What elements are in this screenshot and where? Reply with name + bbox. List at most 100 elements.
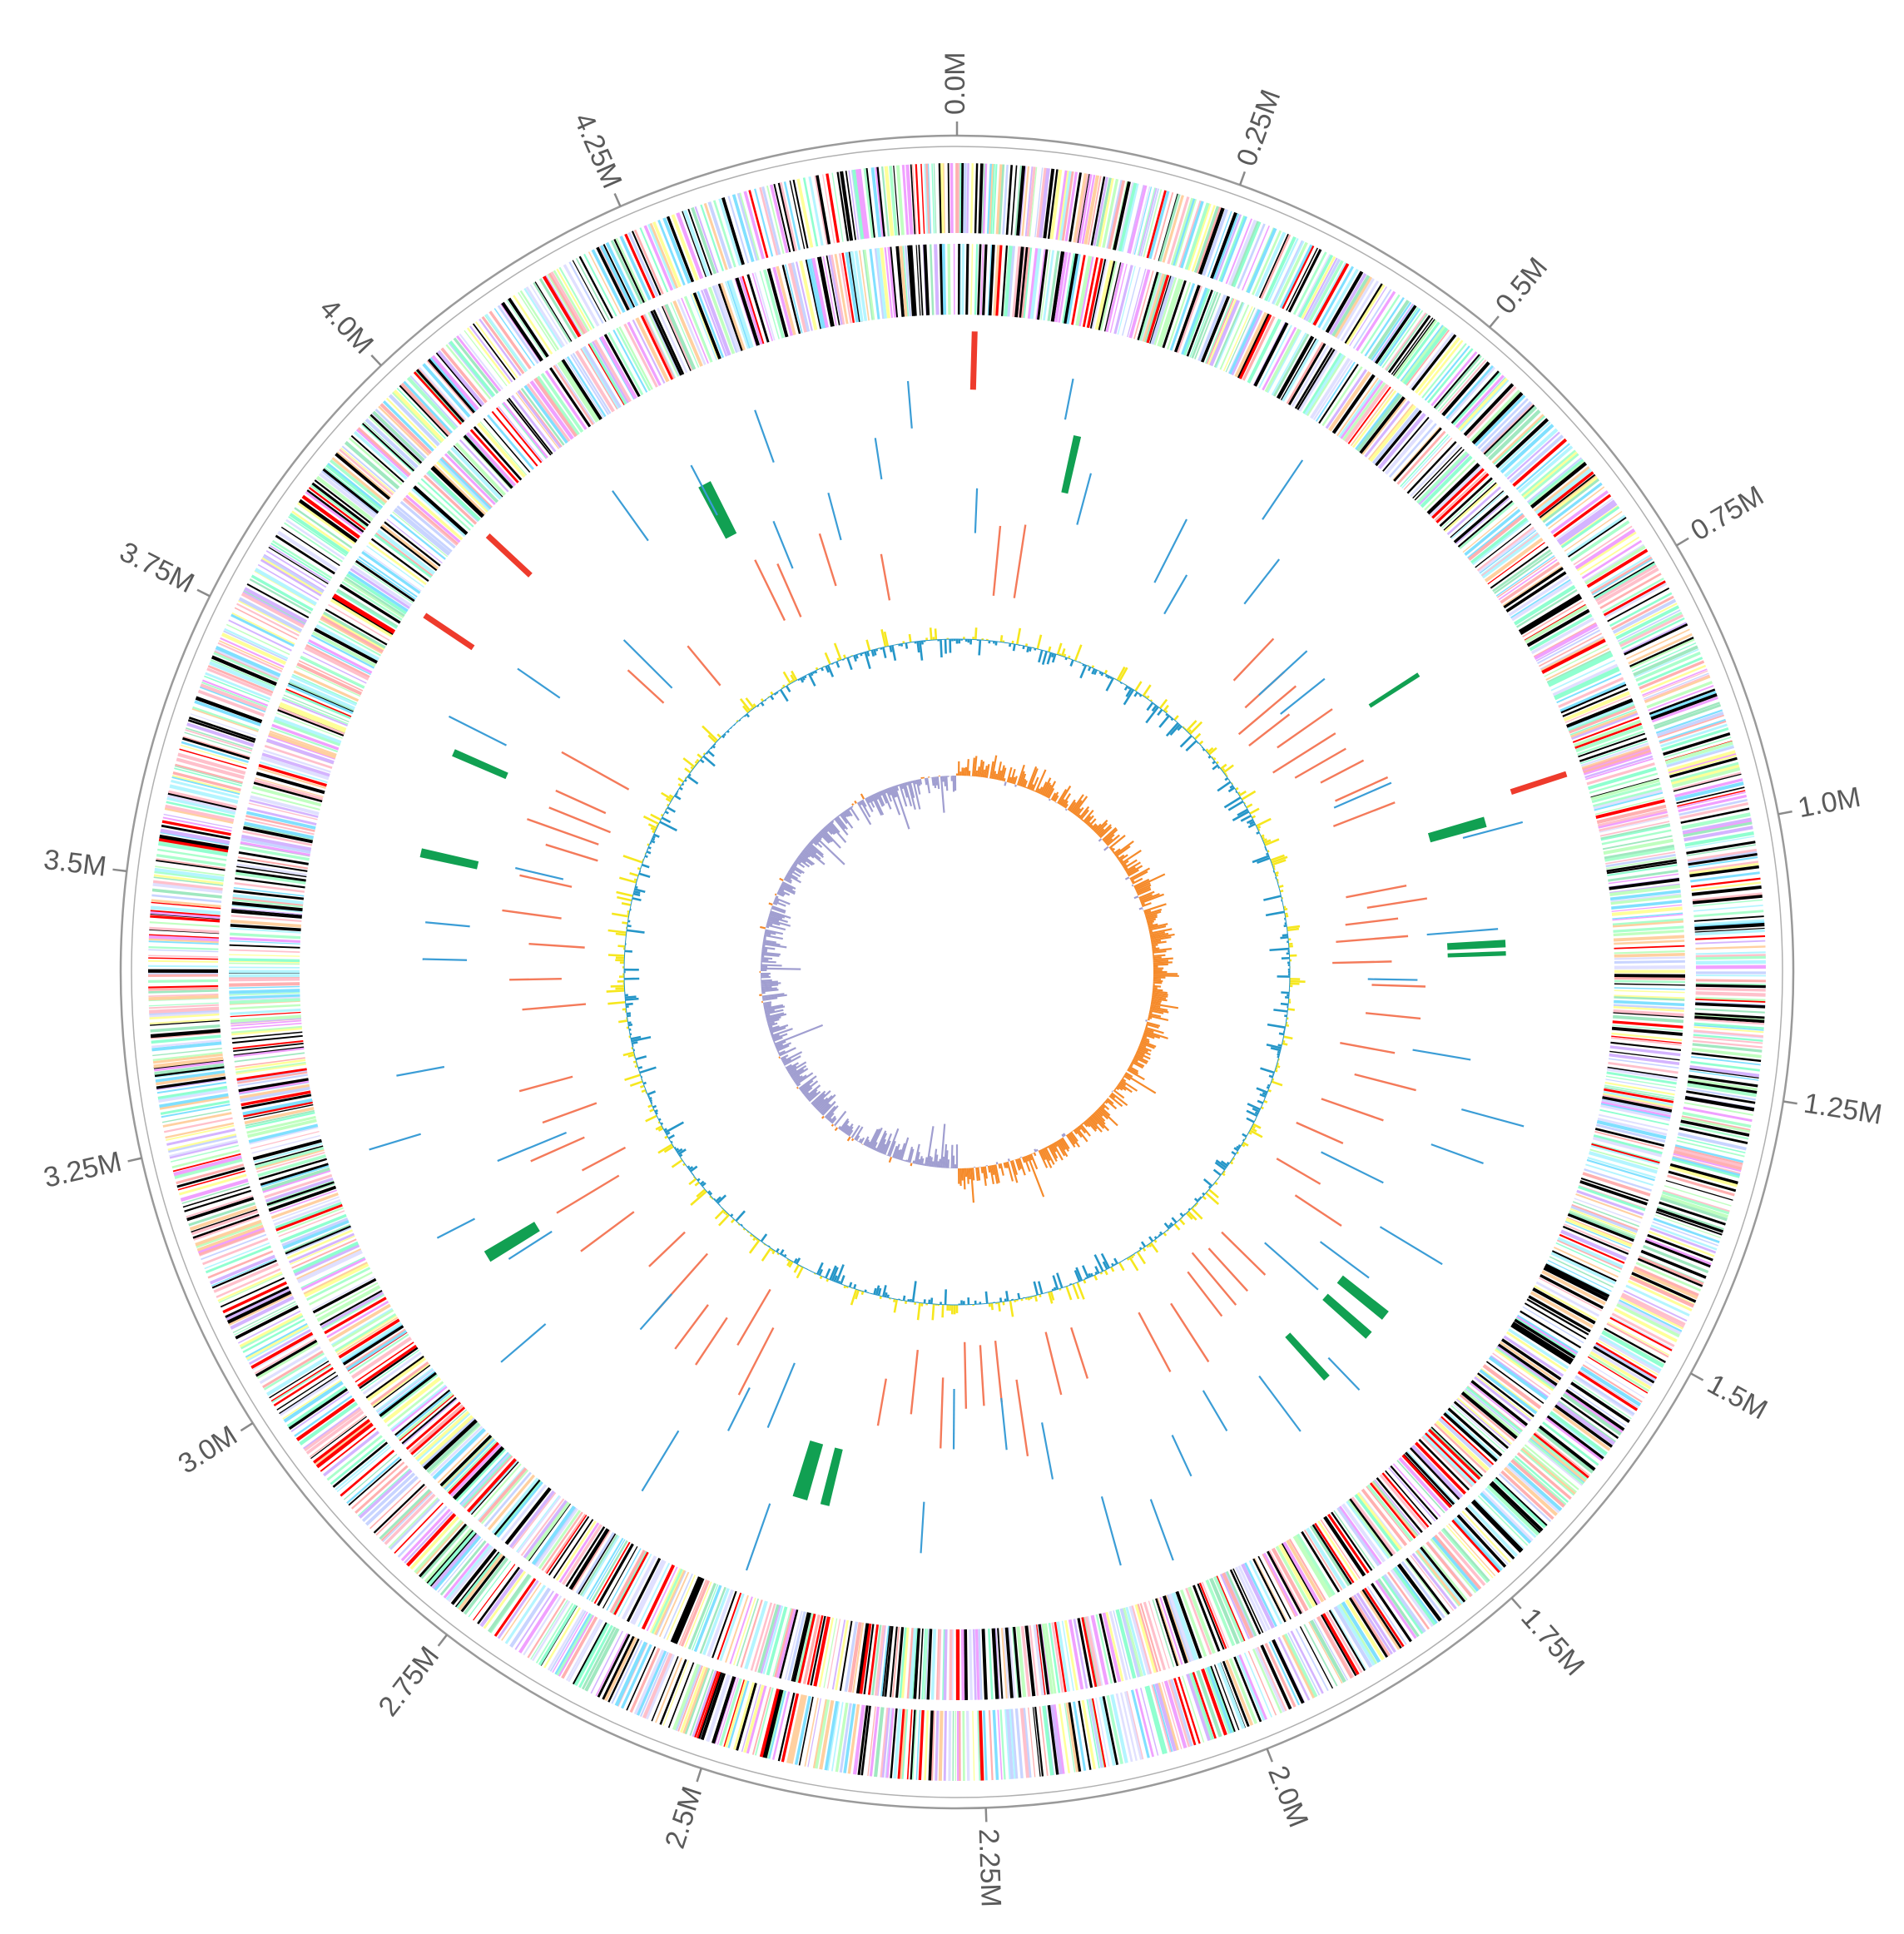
cds-feature (875, 166, 885, 237)
cds-feature (1683, 826, 1753, 842)
cds-feature (431, 465, 485, 517)
cds-feature (1458, 377, 1509, 431)
cds-feature (899, 1627, 907, 1698)
gc-skew-bar (1109, 1093, 1116, 1099)
cds-feature (911, 1709, 918, 1780)
cds-feature (1071, 255, 1086, 325)
cds-feature (1529, 613, 1593, 652)
gc-skew-bar (1092, 1113, 1109, 1132)
gc-skew-bar (991, 755, 998, 779)
ncrna-line (1367, 978, 1418, 981)
cds-feature (855, 169, 867, 240)
gc-skew-bar (902, 782, 909, 798)
cds-feature (981, 163, 986, 234)
gc-skew-bar (826, 1105, 839, 1120)
cds-feature (1465, 1387, 1521, 1435)
trna-line (1336, 935, 1409, 943)
cds-feature (1594, 562, 1656, 601)
cds-feature (1467, 513, 1524, 559)
cds-feature (313, 1419, 370, 1464)
ncrna-line (690, 464, 718, 516)
cds-feature (1321, 1613, 1360, 1675)
cds-feature (336, 1317, 399, 1356)
cds-feature (1564, 1391, 1624, 1434)
cds-feature (1229, 1569, 1262, 1635)
cds-feature (1591, 781, 1661, 804)
gc-skew-bar (1044, 1147, 1055, 1165)
cds-feature (1512, 438, 1568, 487)
cds-feature (1609, 890, 1681, 901)
gc-content-bar (853, 655, 857, 662)
cds-feature (1604, 1081, 1675, 1096)
cds-feature (612, 1550, 649, 1615)
gc-skew-bar (977, 1167, 981, 1181)
cds-feature (326, 1435, 383, 1481)
cds-feature (292, 673, 358, 704)
gc-content-bar (804, 675, 807, 679)
cds-feature (242, 1099, 313, 1118)
gc-content-bar (629, 871, 639, 877)
gc-skew-bar (835, 816, 846, 830)
cds-feature (1360, 1589, 1401, 1650)
cds-feature (284, 522, 343, 563)
cds-feature (848, 170, 860, 241)
cds-feature (255, 1145, 324, 1166)
gc-content-bar (1190, 1207, 1203, 1220)
cds-feature (850, 250, 864, 322)
cds-feature (1535, 468, 1593, 515)
gc-content-bar (818, 1268, 824, 1276)
cds-feature (1445, 1410, 1500, 1460)
gc-skew-bar (905, 781, 909, 786)
gc-skew-bar (1011, 776, 1016, 784)
cds-feature (325, 464, 382, 511)
cds-feature (649, 1568, 682, 1633)
cds-feature (1628, 632, 1693, 665)
cds-feature (1127, 268, 1147, 338)
cds-feature (603, 1636, 637, 1702)
cds-feature (1401, 1454, 1452, 1509)
cds-feature (1576, 531, 1637, 572)
gc-skew-bar (788, 1069, 797, 1075)
gc-skew-bar (1121, 1078, 1127, 1083)
cds-feature (1146, 275, 1170, 344)
cds-feature (1392, 1567, 1436, 1626)
cds-feature (1644, 672, 1709, 700)
gc-content-bar (1246, 1109, 1258, 1118)
cds-feature (1393, 320, 1438, 378)
cds-feature (1594, 1128, 1665, 1148)
cds-feature (229, 994, 300, 999)
cds-feature (824, 1700, 839, 1771)
cds-feature (1565, 1217, 1633, 1247)
gc-content-bar (631, 1035, 652, 1043)
cds-feature (1550, 490, 1609, 534)
cds-feature (1019, 1708, 1029, 1778)
cds-feature (360, 1349, 420, 1391)
gc-skew-bar (766, 922, 773, 926)
trna-line (1354, 1073, 1416, 1092)
cds-feature (255, 1339, 318, 1377)
cds-feature (626, 1646, 657, 1711)
cds-feature (459, 1451, 509, 1505)
cds-feature (593, 339, 632, 403)
gc-skew-bar (1152, 990, 1168, 994)
cds-feature (426, 1421, 480, 1473)
cds-feature (667, 1662, 695, 1728)
cds-feature (1567, 1212, 1634, 1242)
cds-feature (1027, 248, 1039, 319)
trna-line (542, 1102, 597, 1124)
cds-feature (1113, 1610, 1131, 1680)
cds-feature (1614, 950, 1685, 955)
cds-feature (316, 1285, 381, 1322)
cds-feature (270, 1193, 339, 1219)
cds-feature (1388, 1467, 1436, 1522)
cds-feature (236, 863, 307, 876)
cds-feature (602, 1546, 638, 1609)
cds-feature (1381, 1472, 1430, 1528)
gc-skew-bar (975, 770, 979, 777)
cds-feature (619, 236, 652, 301)
gc-skew-bar (1083, 1121, 1088, 1128)
cds-feature (1603, 1090, 1673, 1107)
cds-feature (913, 1628, 921, 1699)
gc-skew-bar (1046, 1146, 1049, 1149)
gc-content-bar (661, 816, 672, 824)
